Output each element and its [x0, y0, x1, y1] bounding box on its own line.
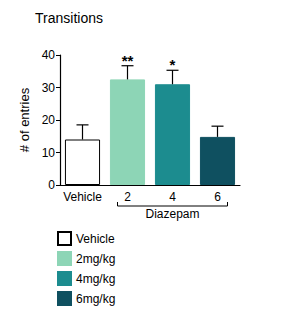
svg-text:# of entries: # of entries [17, 87, 32, 152]
svg-text:4mg/kg: 4mg/kg [76, 272, 115, 286]
svg-text:6: 6 [214, 190, 221, 204]
svg-text:4: 4 [169, 190, 176, 204]
svg-text:6mg/kg: 6mg/kg [76, 292, 115, 306]
svg-text:30: 30 [42, 81, 56, 95]
svg-text:2mg/kg: 2mg/kg [76, 252, 115, 266]
svg-text:Diazepam: Diazepam [145, 207, 199, 221]
svg-text:20: 20 [42, 113, 56, 127]
svg-text:2: 2 [124, 190, 131, 204]
svg-text:0: 0 [48, 178, 55, 192]
svg-text:10: 10 [42, 146, 56, 160]
svg-text:Transitions: Transitions [35, 10, 103, 26]
svg-text:Vehicle: Vehicle [63, 190, 102, 204]
svg-text:**: ** [122, 52, 134, 69]
svg-text:40: 40 [42, 48, 56, 62]
svg-text:*: * [170, 56, 176, 73]
svg-text:Vehicle: Vehicle [76, 232, 115, 246]
